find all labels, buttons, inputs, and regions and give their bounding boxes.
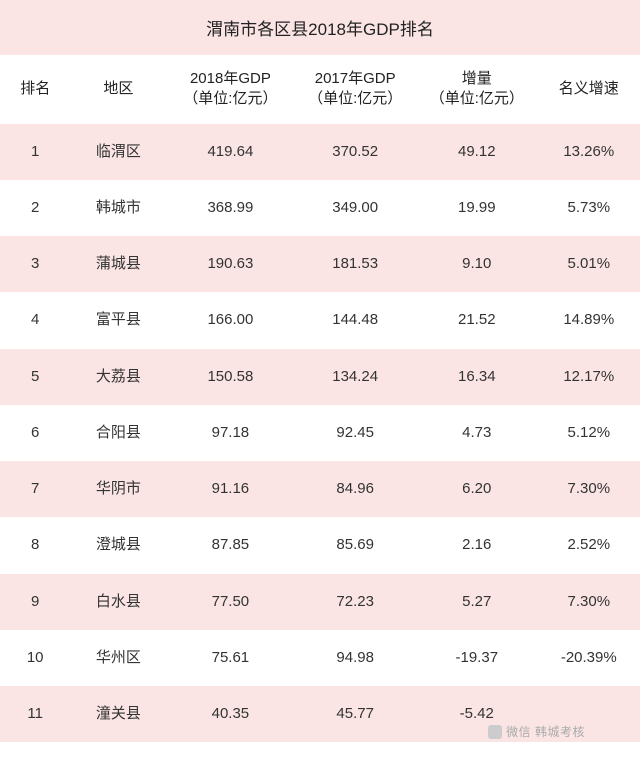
cell-rate: 13.26% [538, 142, 640, 162]
table-row: 5大荔县150.58134.2416.3412.17% [0, 349, 640, 405]
watermark-text: 微信 韩城考核 [506, 723, 585, 740]
cell-rank: 7 [0, 479, 70, 499]
cell-rate: 5.12% [538, 423, 640, 443]
cell-region: 富平县 [70, 310, 166, 330]
cell-2017: 349.00 [294, 198, 416, 218]
col-header-delta: 增量 （单位:亿元） [416, 69, 538, 110]
cell-2017: 134.24 [294, 367, 416, 387]
col-header-2017-l2: （单位:亿元） [294, 89, 416, 109]
cell-rank: 1 [0, 142, 70, 162]
col-header-2017-l1: 2017年GDP [294, 69, 416, 89]
table-row: 7华阴市91.1684.966.207.30% [0, 461, 640, 517]
table-row: 9白水县77.5072.235.277.30% [0, 574, 640, 630]
cell-2018: 75.61 [166, 648, 294, 668]
cell-delta: -19.37 [416, 648, 538, 668]
cell-rate: 7.30% [538, 479, 640, 499]
cell-delta: 49.12 [416, 142, 538, 162]
cell-2017: 84.96 [294, 479, 416, 499]
cell-2017: 370.52 [294, 142, 416, 162]
col-header-2018: 2018年GDP （单位:亿元） [166, 69, 294, 110]
table-row: 11潼关县40.3545.77-5.42微信 韩城考核 [0, 686, 640, 742]
cell-rank: 10 [0, 648, 70, 668]
cell-2017: 72.23 [294, 592, 416, 612]
cell-region: 华阴市 [70, 479, 166, 499]
cell-region: 韩城市 [70, 198, 166, 218]
cell-2018: 97.18 [166, 423, 294, 443]
cell-2018: 190.63 [166, 254, 294, 274]
cell-delta: 2.16 [416, 535, 538, 555]
cell-rate: 14.89% [538, 310, 640, 330]
cell-2018: 40.35 [166, 704, 294, 724]
cell-2017: 144.48 [294, 310, 416, 330]
cell-2017: 85.69 [294, 535, 416, 555]
table-title-row: 渭南市各区县2018年GDP排名 [0, 0, 640, 55]
cell-rank: 8 [0, 535, 70, 555]
table-row: 10华州区75.6194.98-19.37-20.39% [0, 630, 640, 686]
table-row: 1临渭区419.64370.5249.1213.26% [0, 124, 640, 180]
cell-2018: 150.58 [166, 367, 294, 387]
cell-rate: 12.17% [538, 367, 640, 387]
cell-region: 大荔县 [70, 367, 166, 387]
cell-2018: 419.64 [166, 142, 294, 162]
wechat-icon [488, 725, 502, 739]
table-row: 6合阳县97.1892.454.735.12% [0, 405, 640, 461]
table-body: 1临渭区419.64370.5249.1213.26%2韩城市368.99349… [0, 124, 640, 743]
table-row: 8澄城县87.8585.692.162.52% [0, 517, 640, 573]
cell-2018: 166.00 [166, 310, 294, 330]
cell-rate: -20.39% [538, 648, 640, 668]
cell-delta: 19.99 [416, 198, 538, 218]
cell-rank: 9 [0, 592, 70, 612]
col-header-2017: 2017年GDP （单位:亿元） [294, 69, 416, 110]
table-row: 4富平县166.00144.4821.5214.89% [0, 292, 640, 348]
cell-delta: 9.10 [416, 254, 538, 274]
cell-rank: 6 [0, 423, 70, 443]
cell-2017: 45.77 [294, 704, 416, 724]
cell-region: 蒲城县 [70, 254, 166, 274]
cell-region: 华州区 [70, 648, 166, 668]
col-header-rate: 名义增速 [538, 79, 640, 99]
col-header-2018-l2: （单位:亿元） [166, 89, 294, 109]
table-row: 2韩城市368.99349.0019.995.73% [0, 180, 640, 236]
cell-rank: 2 [0, 198, 70, 218]
cell-region: 临渭区 [70, 142, 166, 162]
table-title: 渭南市各区县2018年GDP排名 [206, 20, 434, 39]
cell-delta: 5.27 [416, 592, 538, 612]
col-header-delta-l2: （单位:亿元） [416, 89, 538, 109]
cell-2018: 91.16 [166, 479, 294, 499]
col-header-delta-l1: 增量 [416, 69, 538, 89]
cell-region: 合阳县 [70, 423, 166, 443]
gdp-table: 渭南市各区县2018年GDP排名 排名 地区 2018年GDP （单位:亿元） … [0, 0, 640, 784]
cell-rank: 11 [0, 704, 70, 724]
cell-2017: 94.98 [294, 648, 416, 668]
cell-rate: 5.73% [538, 198, 640, 218]
cell-delta: 4.73 [416, 423, 538, 443]
cell-rank: 5 [0, 367, 70, 387]
watermark: 微信 韩城考核 [488, 723, 585, 740]
cell-rank: 3 [0, 254, 70, 274]
cell-2017: 92.45 [294, 423, 416, 443]
col-header-2018-l1: 2018年GDP [166, 69, 294, 89]
cell-2017: 181.53 [294, 254, 416, 274]
cell-rate: 5.01% [538, 254, 640, 274]
cell-delta: 21.52 [416, 310, 538, 330]
cell-delta: -5.42 [416, 704, 538, 724]
cell-2018: 87.85 [166, 535, 294, 555]
cell-2018: 77.50 [166, 592, 294, 612]
cell-region: 澄城县 [70, 535, 166, 555]
cell-rate: 2.52% [538, 535, 640, 555]
cell-rank: 4 [0, 310, 70, 330]
cell-region: 白水县 [70, 592, 166, 612]
table-header-row: 排名 地区 2018年GDP （单位:亿元） 2017年GDP （单位:亿元） … [0, 55, 640, 124]
cell-rate: 7.30% [538, 592, 640, 612]
table-row: 3蒲城县190.63181.539.105.01% [0, 236, 640, 292]
cell-delta: 6.20 [416, 479, 538, 499]
col-header-region: 地区 [70, 79, 166, 99]
cell-region: 潼关县 [70, 704, 166, 724]
cell-delta: 16.34 [416, 367, 538, 387]
cell-2018: 368.99 [166, 198, 294, 218]
col-header-rank: 排名 [0, 79, 70, 99]
